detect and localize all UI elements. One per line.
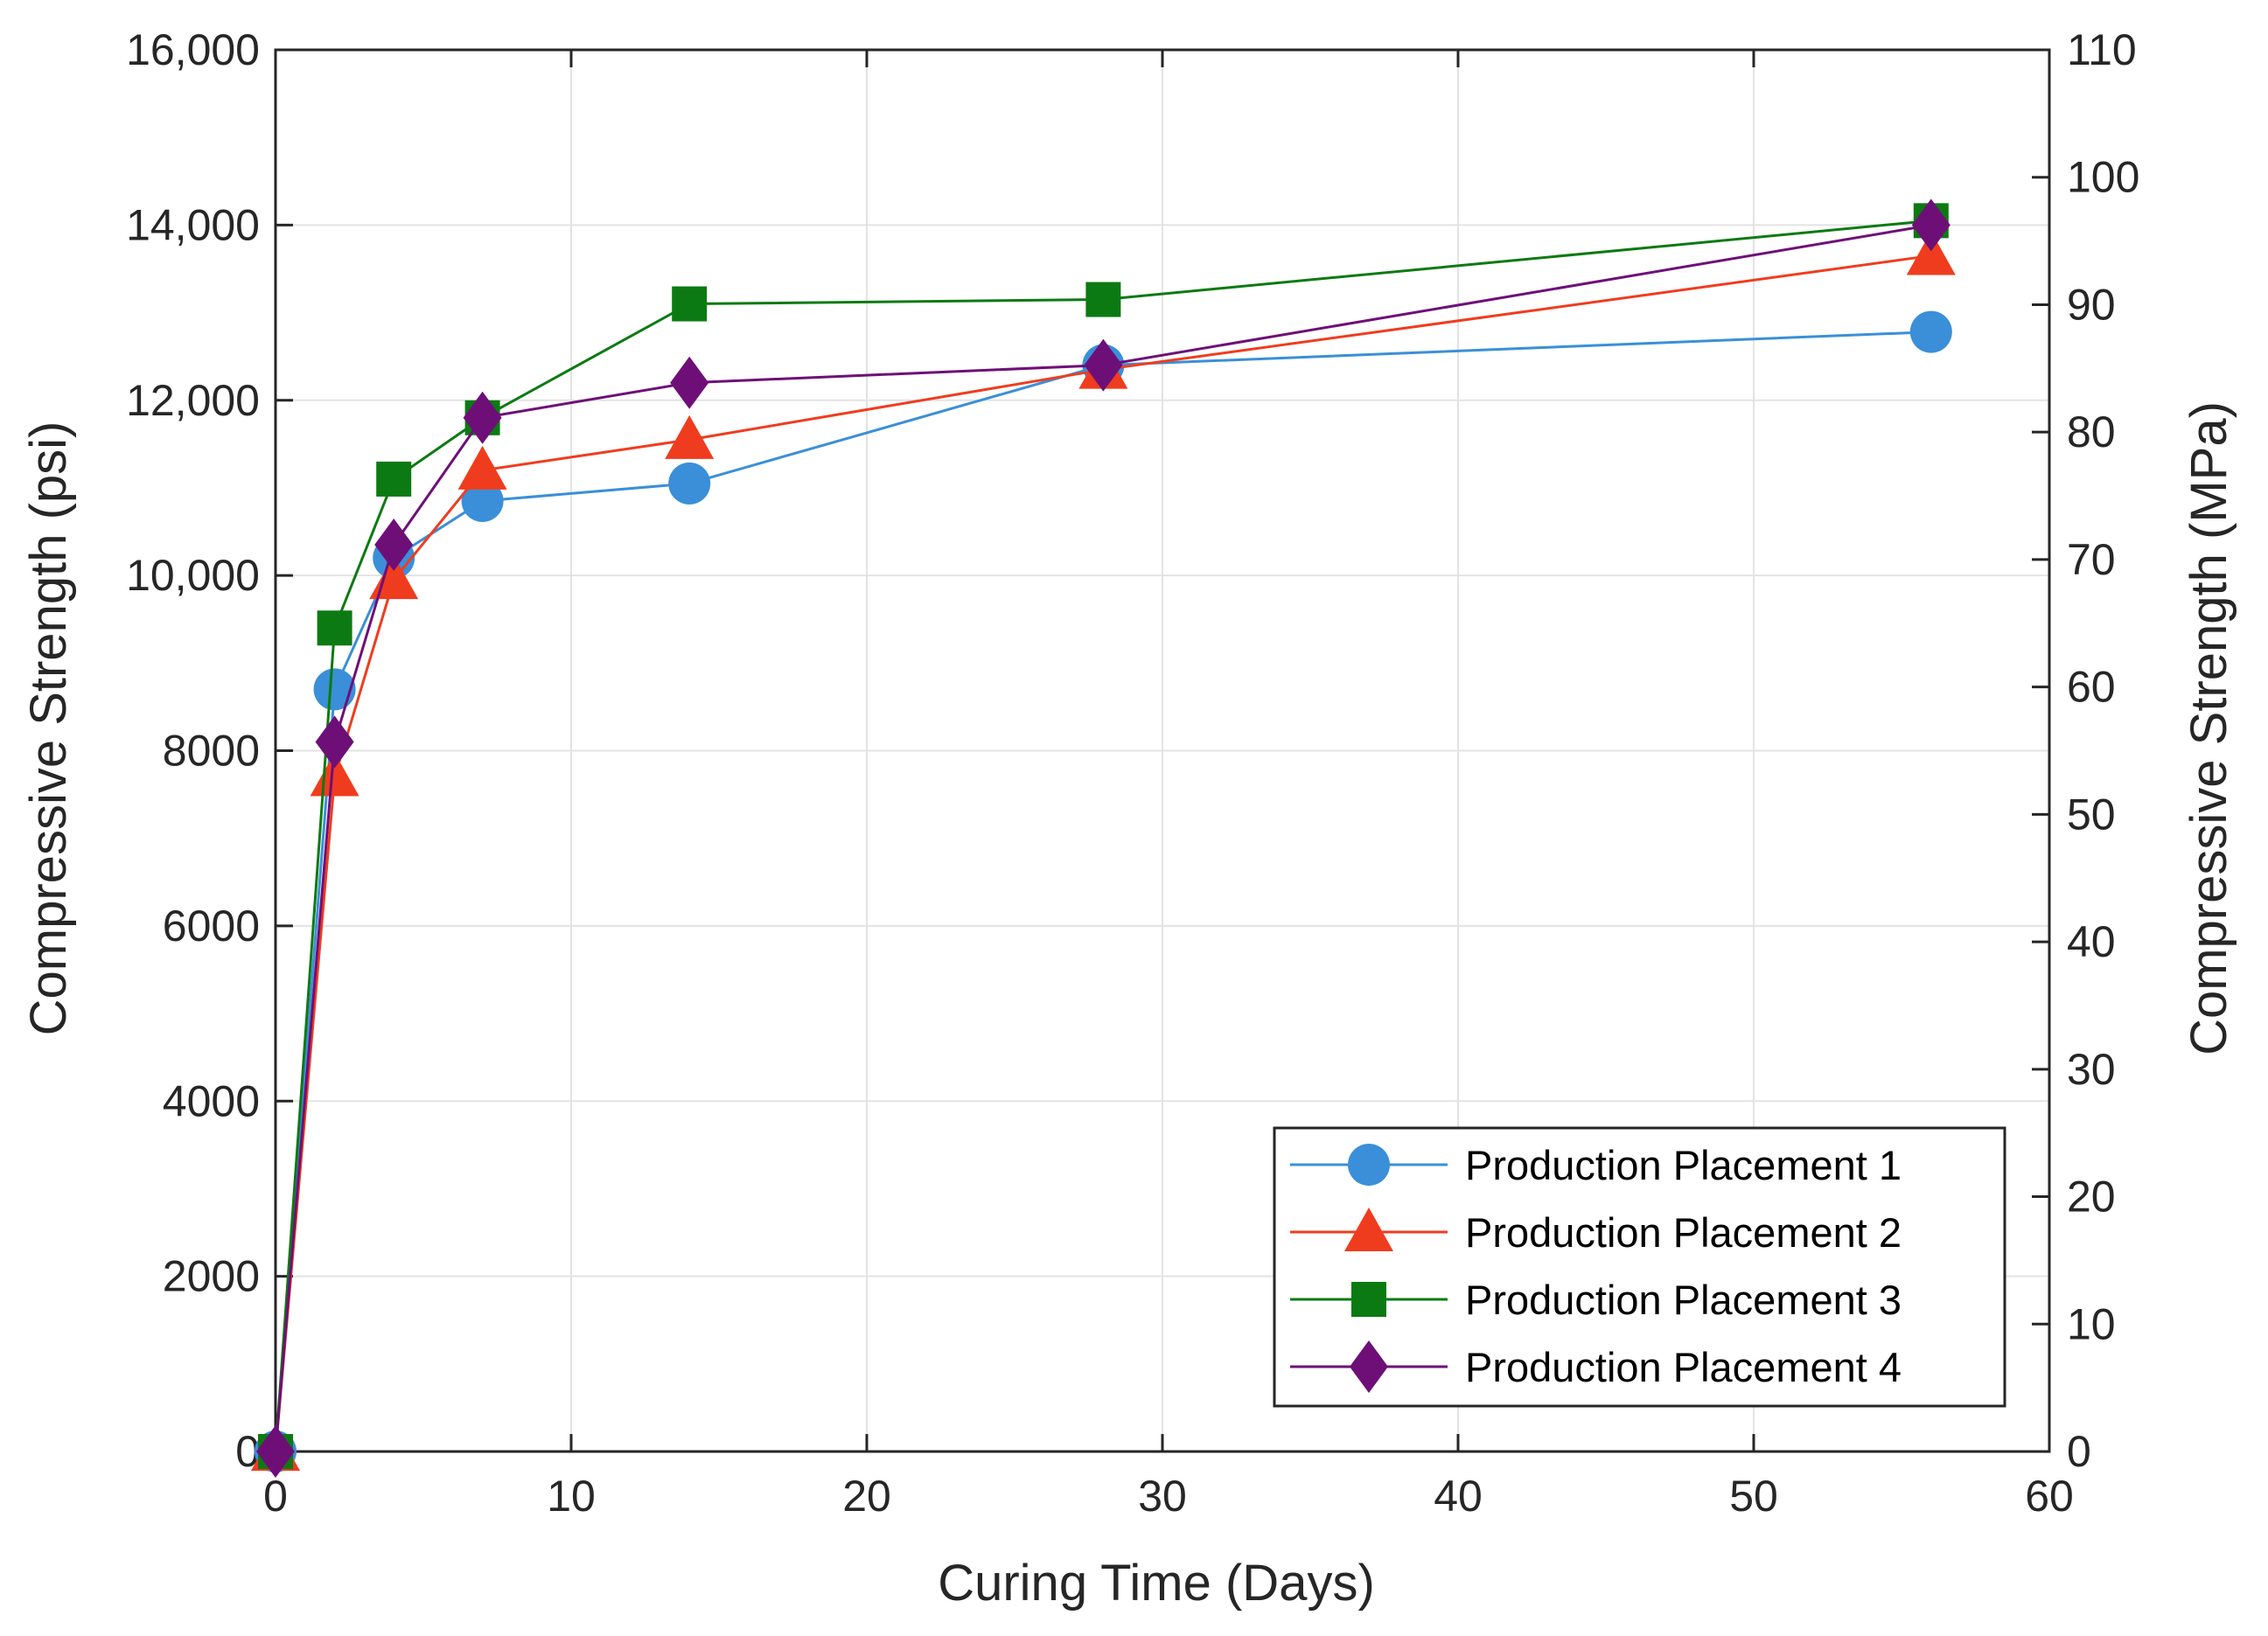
legend-entries: Production Placement 1 Production Placeme… [1290, 1142, 1902, 1393]
y2-tick-label: 20 [2067, 1173, 2116, 1222]
legend-label-1: Production Placement 1 [1465, 1142, 1902, 1188]
grid-lines [275, 49, 2050, 1452]
data-point-s3 [376, 461, 412, 497]
data-point-s1 [668, 462, 711, 505]
legend-entry-2: Production Placement 2 [1290, 1208, 1902, 1256]
x-tick-label: 10 [547, 1472, 596, 1521]
y-tick-label: 4000 [163, 1076, 260, 1125]
y2-tick-label: 100 [2067, 153, 2139, 202]
legend: Production Placement 1 Production Placeme… [1273, 1126, 2006, 1408]
y2-tick-label: 60 [2067, 663, 2116, 712]
data-point-s4 [374, 519, 414, 572]
data-point-s4 [256, 1425, 295, 1478]
data-point-s4 [463, 391, 502, 444]
legend-entry-4: Production Placement 4 [1290, 1340, 1902, 1393]
x-tick-label: 50 [1729, 1472, 1778, 1521]
legend-label-4: Production Placement 4 [1465, 1344, 1902, 1390]
data-point-s1 [461, 479, 504, 522]
legend-marker-4 [1350, 1340, 1388, 1393]
x-tick-label: 20 [842, 1472, 891, 1521]
data-point-s2 [665, 414, 715, 459]
y2-tick-label: 80 [2067, 407, 2116, 456]
data-point-s2 [1906, 231, 1956, 275]
x-tick-label: 60 [2025, 1472, 2074, 1521]
legend-marker-3 [1351, 1282, 1386, 1317]
x-axis-label: Curing Time (Days) [938, 1555, 1375, 1612]
y-axis-label: Compressive Strength (psi) [20, 421, 77, 1036]
y2-tick-label: 50 [2067, 790, 2116, 839]
y2-tick-label: 90 [2067, 280, 2116, 329]
series-layer [251, 198, 1956, 1478]
y-tick-label: 16,000 [126, 25, 260, 74]
y2-tick-labels: 0 10 20 30 40 50 60 70 80 90 100 110 [2067, 25, 2139, 1476]
legend-box [1273, 1126, 2006, 1408]
legend-entry-3: Production Placement 3 [1290, 1277, 1902, 1323]
x-tick-label: 40 [1434, 1472, 1483, 1521]
x-tick-label: 0 [263, 1472, 288, 1521]
data-point-s3 [1085, 282, 1121, 317]
data-point-s4 [1911, 198, 1950, 252]
legend-marker-2 [1344, 1208, 1393, 1251]
y2-tick-label: 30 [2067, 1045, 2116, 1094]
y-tick-label: 6000 [163, 902, 260, 950]
y2-tick-label: 0 [2067, 1427, 2091, 1476]
y-tick-label: 14,000 [126, 200, 260, 249]
y2-tick-label: 110 [2067, 25, 2137, 74]
data-point-s3 [317, 610, 352, 646]
y2-tick-label: 70 [2067, 535, 2116, 584]
data-point-s4 [315, 715, 354, 769]
y2-tick-label: 10 [2067, 1299, 2116, 1348]
x-tick-labels: 0 10 20 30 40 50 60 [263, 1472, 2074, 1521]
y-tick-labels: 0200040006000800010,00012,00014,00016,00… [126, 25, 260, 1476]
legend-label-2: Production Placement 2 [1465, 1209, 1902, 1256]
data-point-s4 [670, 356, 709, 409]
legend-entry-1: Production Placement 1 [1290, 1142, 1902, 1188]
data-point-s3 [672, 286, 708, 322]
y-tick-label: 2000 [163, 1252, 260, 1301]
y-tick-label: 10,000 [126, 551, 260, 600]
y-tick-label: 8000 [163, 727, 260, 776]
y2-axis-label: Compressive Strength (MPa) [2181, 401, 2237, 1055]
y2-tick-label: 40 [2067, 917, 2116, 966]
y-tick-label: 12,000 [126, 376, 260, 425]
data-point-s1 [1909, 310, 1952, 353]
data-point-s4 [1084, 338, 1123, 392]
data-point-s2 [457, 445, 507, 490]
legend-marker-1 [1348, 1144, 1390, 1186]
data-point-s1 [313, 668, 356, 711]
legend-label-3: Production Placement 3 [1465, 1277, 1902, 1323]
series-4 [256, 198, 1950, 1478]
x-tick-label: 30 [1138, 1472, 1187, 1521]
